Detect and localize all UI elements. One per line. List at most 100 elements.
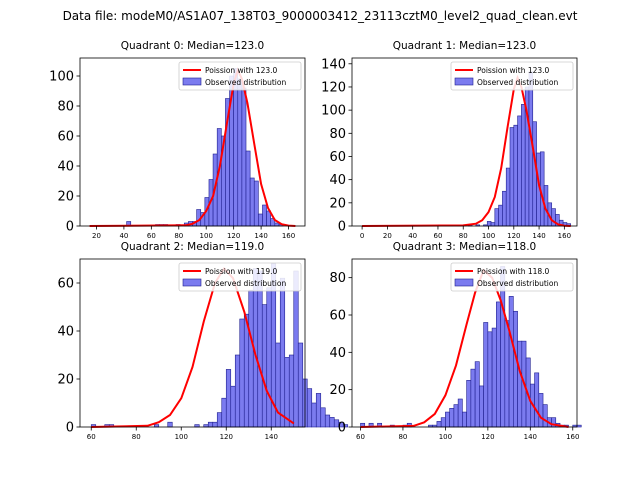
y-tick-label: 100: [49, 70, 74, 85]
histogram-bar: [532, 121, 537, 227]
histogram-bar: [521, 104, 526, 227]
x-tick-label: 60: [147, 232, 156, 240]
chart-panel-0: 20 40 60 80 100 120 140 160 0 20 40 60 80 100 Quadrant…: [49, 40, 306, 240]
histogram-bar: [261, 304, 268, 428]
histogram-bar: [474, 361, 480, 428]
x-tick-label: 160: [566, 433, 579, 441]
histogram-bar: [436, 421, 442, 428]
legend-hist-label: Observed distribution: [477, 78, 558, 87]
x-tick-label: 40: [408, 232, 417, 240]
y-tick-label: 20: [57, 190, 74, 205]
subplot-title: Quadrant 2: Median=119.0: [121, 241, 264, 253]
x-tick-label: 140: [524, 433, 537, 441]
x-tick-label: 120: [227, 232, 240, 240]
histogram-bar: [576, 424, 582, 428]
x-tick-label: 80: [132, 433, 141, 441]
legend-hist-swatch: [182, 278, 202, 287]
legend-curve-label: Poission with 123.0: [205, 66, 278, 75]
histogram-bar: [279, 277, 286, 428]
histogram-bar: [538, 393, 544, 428]
y-tick-label: 20: [57, 373, 74, 388]
histogram-bar: [245, 150, 251, 227]
y-tick-label: 40: [57, 160, 74, 175]
y-tick-label: 60: [329, 150, 346, 165]
histogram-bar: [315, 393, 322, 428]
legend-box: [178, 61, 302, 91]
x-tick-label: 40: [119, 232, 128, 240]
chart-panels: 20 40 60 80 100 120 140 160 0 20 40 60 80 100 Quadrant…: [49, 40, 582, 441]
histogram-bar: [225, 369, 232, 428]
histogram-bar: [513, 124, 518, 227]
x-tick-label: 140: [532, 232, 545, 240]
figure-title: Data file: modeM0/AS1A07_138T03_90000034…: [63, 9, 578, 23]
histogram-bar: [239, 318, 245, 428]
subplot-title: Quadrant 1: Median=123.0: [393, 40, 536, 52]
legend: Poission with 119.0 Observed distribution: [178, 262, 302, 292]
axes-frame: [351, 57, 578, 227]
histogram-bar: [221, 397, 227, 428]
histogram-bar: [449, 408, 455, 428]
histogram-bar: [329, 417, 335, 428]
y-tick-label: 20: [329, 383, 346, 398]
chart-panel-1: 0 20 40 60 80 100 120 140 160 0 20 40 60 80 100 120 140 Q…: [321, 40, 578, 240]
histogram-bar: [342, 424, 349, 428]
histogram-bar: [486, 221, 492, 227]
legend-hist-label: Observed distribution: [477, 279, 558, 288]
x-tick-label: 80: [459, 232, 468, 240]
x-tick-label: 80: [174, 232, 183, 240]
histogram-bar: [487, 331, 493, 428]
x-tick-label: 100: [439, 433, 452, 441]
histogram-bar: [241, 87, 247, 227]
histogram-bars: [90, 263, 349, 428]
y-tick-label: 20: [329, 196, 346, 211]
histogram-bar: [496, 301, 501, 428]
legend-hist-swatch: [182, 77, 202, 86]
histogram-bar: [288, 354, 295, 428]
axes-frame: [351, 258, 578, 428]
histogram-bar: [504, 320, 510, 428]
histogram-bar: [498, 204, 503, 227]
legend: Poission with 123.0 Observed distribution: [450, 61, 574, 91]
histogram-bar: [258, 213, 263, 227]
x-tick-label: 60: [433, 232, 442, 240]
legend-box: [450, 61, 574, 91]
y-tick-label: 0: [338, 421, 346, 436]
x-tick-label: 120: [481, 433, 494, 441]
legend-curve-label: Poission with 118.0: [477, 267, 550, 276]
x-tick-label: 100: [482, 232, 495, 240]
histogram-bar: [237, 78, 243, 227]
axes-frame: [79, 258, 306, 428]
histogram-bar: [457, 398, 463, 428]
x-tick-label: 160: [558, 232, 571, 240]
histogram-bar: [266, 287, 272, 428]
legend: Poission with 118.0 Observed distribution: [450, 262, 574, 292]
histogram-bar: [234, 354, 241, 428]
histogram-bar: [494, 208, 499, 227]
histogram-bar: [248, 289, 254, 428]
histogram-bar: [311, 402, 317, 428]
histogram-bar: [167, 421, 173, 428]
y-tick-label: 60: [57, 130, 74, 145]
y-tick-label: 80: [329, 127, 346, 142]
histogram-bar: [491, 327, 497, 428]
histogram-bar: [479, 385, 484, 428]
legend-curve-label: Poission with 119.0: [205, 267, 278, 276]
x-tick-label: 120: [220, 433, 233, 441]
x-tick-label: 80: [398, 433, 407, 441]
legend-curve-label: Poission with 123.0: [477, 66, 550, 75]
y-tick-label: 60: [329, 309, 346, 324]
histogram-bar: [293, 270, 299, 428]
histogram-bar: [502, 190, 507, 227]
x-tick-label: 120: [507, 232, 520, 240]
y-tick-label: 80: [329, 271, 346, 286]
legend-hist-label: Observed distribution: [205, 279, 286, 288]
histogram-bar: [249, 177, 255, 227]
subplot-title: Quadrant 0: Median=123.0: [121, 40, 264, 52]
x-tick-label: 20: [92, 232, 101, 240]
histogram-bar: [453, 404, 459, 428]
legend-box: [450, 262, 574, 292]
y-tick-label: 100: [321, 104, 346, 119]
histogram-bar: [230, 385, 236, 428]
y-tick-label: 40: [329, 346, 346, 361]
histogram-bar: [243, 313, 250, 428]
